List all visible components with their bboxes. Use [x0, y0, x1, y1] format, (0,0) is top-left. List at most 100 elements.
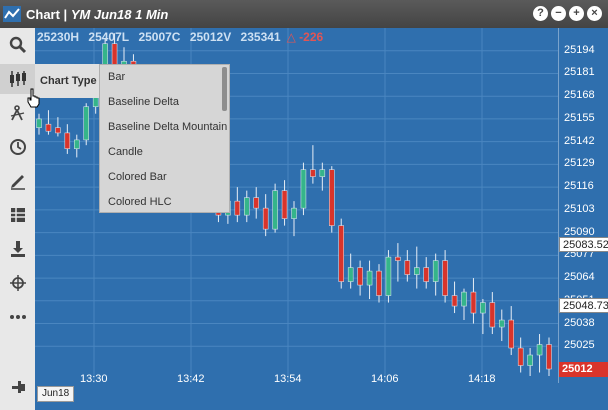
chart-type-button[interactable] — [0, 64, 35, 94]
candle-body-down — [451, 295, 458, 307]
change-number: -226 — [299, 30, 324, 44]
x-axis[interactable]: Jun18 13:30 13:42 13:54 14:06 14:18 — [35, 373, 608, 410]
menu-item-colored-hlc[interactable]: Colored HLC — [108, 196, 172, 208]
low-value: 25407L — [88, 30, 130, 44]
candle — [262, 194, 269, 237]
menu-item-baseline-delta-mountain[interactable]: Baseline Delta Mountain — [108, 121, 228, 133]
more-button[interactable] — [0, 302, 35, 332]
y-tick-label: 25129 — [564, 157, 595, 170]
crosshair-icon — [9, 275, 26, 291]
candle — [291, 201, 297, 237]
candle — [508, 306, 514, 356]
y-tick-label: 25103 — [564, 202, 595, 215]
maximize-button[interactable]: + — [569, 6, 584, 21]
close-value: 25007C — [138, 30, 181, 44]
pencil-icon — [10, 175, 25, 190]
candle-body-down — [423, 267, 429, 282]
candle — [423, 257, 429, 289]
title-bar: Chart | YM Jun18 1 Min ? − + × — [0, 0, 608, 28]
candle — [442, 250, 448, 303]
candle — [414, 246, 420, 289]
candle — [64, 124, 71, 154]
candle-body-down — [64, 132, 71, 149]
y-axis[interactable]: 25194 25181 25168 25155 25142 25129 25116 25103… — [558, 28, 608, 383]
candle — [74, 134, 80, 158]
candle — [319, 162, 326, 191]
candle — [244, 190, 250, 223]
candle — [234, 187, 241, 223]
search-button[interactable] — [0, 30, 35, 60]
menu-item-candle[interactable]: Candle — [108, 146, 143, 158]
candle — [357, 260, 363, 296]
contract-tab[interactable]: Jun18 — [37, 386, 75, 402]
candle-body-down — [404, 260, 411, 275]
menu-scrollbar[interactable] — [222, 67, 227, 111]
menu-item-colored-bar[interactable]: Colored Bar — [108, 171, 167, 183]
candle-body-up — [536, 344, 543, 356]
x-tick-label: 13:54 — [274, 373, 302, 385]
candle-body-up — [319, 169, 326, 177]
candle-body-up — [244, 197, 250, 216]
candle — [385, 250, 392, 303]
candle — [55, 117, 61, 137]
candle — [432, 253, 439, 296]
candle — [527, 348, 533, 377]
change-value: △ -226 — [286, 30, 324, 44]
candle-body-down — [111, 43, 118, 65]
ohlc-readout: 25230H 25407L 25007C 25012V 235341 △ -226 — [37, 30, 335, 44]
candle — [338, 218, 344, 289]
candle — [83, 103, 89, 146]
menu-item-bar[interactable]: Bar — [108, 71, 126, 83]
candle — [329, 166, 335, 233]
menu-item-baseline-delta[interactable]: Baseline Delta — [108, 96, 179, 108]
candle — [470, 278, 477, 324]
y-tick-label: 25116 — [564, 180, 594, 193]
candle-body-up — [461, 291, 467, 307]
candle-body-down — [310, 169, 316, 177]
last-price-marker: 25012 — [559, 362, 608, 377]
candle-body-down — [489, 302, 496, 328]
candlestick-chart — [35, 28, 558, 383]
help-button[interactable]: ? — [533, 6, 548, 21]
last-value: 235341 — [240, 30, 281, 44]
minimize-button[interactable]: − — [551, 6, 566, 21]
x-tick-label: 14:18 — [468, 373, 496, 385]
layout-button[interactable] — [0, 200, 35, 230]
candle — [546, 337, 552, 377]
layout-icon — [10, 208, 25, 222]
candle — [366, 260, 373, 300]
price-marker: 25083.52 — [559, 236, 608, 252]
candle-body-up — [74, 139, 80, 149]
y-tick-label: 25038 — [564, 316, 595, 329]
more-icon — [9, 315, 26, 319]
candle — [253, 187, 259, 219]
window-controls: ? − + × — [533, 6, 602, 21]
pin-button[interactable] — [0, 372, 35, 402]
candle — [461, 288, 467, 321]
chart-plot-area[interactable] — [35, 28, 558, 383]
y-tick-label: 25168 — [564, 89, 595, 102]
y-tick-label: 25155 — [564, 111, 595, 124]
candle-body-up — [414, 267, 420, 275]
chart-type-menu-title: Chart Type — [35, 64, 99, 98]
candle-body-up — [347, 267, 354, 282]
studies-button[interactable] — [0, 98, 35, 128]
candle-body-down — [234, 200, 241, 216]
chart-type-icon — [9, 71, 26, 87]
pin-icon — [11, 381, 25, 393]
history-button[interactable] — [0, 132, 35, 162]
candle — [310, 145, 316, 184]
candle-body-down — [281, 190, 288, 219]
candle-body-down — [329, 169, 335, 226]
close-button[interactable]: × — [587, 6, 602, 21]
candle-body-up — [291, 207, 297, 219]
candle — [499, 309, 505, 342]
crosshair-button[interactable] — [0, 268, 35, 298]
volume-value: 25012V — [189, 30, 232, 44]
draw-button[interactable] — [0, 166, 35, 196]
candle-body-down — [45, 123, 52, 132]
search-icon — [9, 36, 26, 54]
candle — [376, 264, 382, 303]
download-button[interactable] — [0, 234, 35, 264]
candle-body-up — [385, 256, 392, 296]
